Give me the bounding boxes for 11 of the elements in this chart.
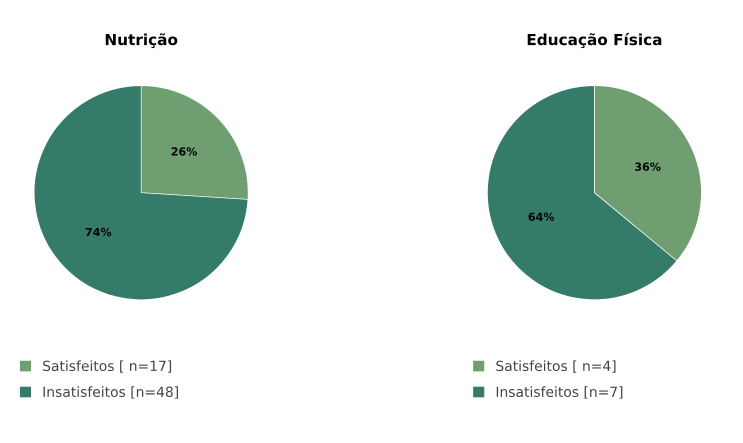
legend-label: Insatisfeitos [n=48] [44, 386, 178, 399]
pie-slice [34, 85, 248, 300]
legend-label: Insatisfeitos [n=7] [496, 386, 622, 399]
data-label: 26% [172, 147, 198, 156]
data-label: 74% [86, 228, 112, 236]
data-label: 64% [528, 212, 554, 221]
chart-title: Nutrição [106, 33, 178, 48]
data-label: 36% [635, 162, 661, 171]
chart-title: Educação Física [528, 32, 662, 48]
legend-label: Satisfeitos [ n=4] [496, 360, 616, 373]
legend-label: Satisfeitos [ n=17] [43, 360, 172, 373]
